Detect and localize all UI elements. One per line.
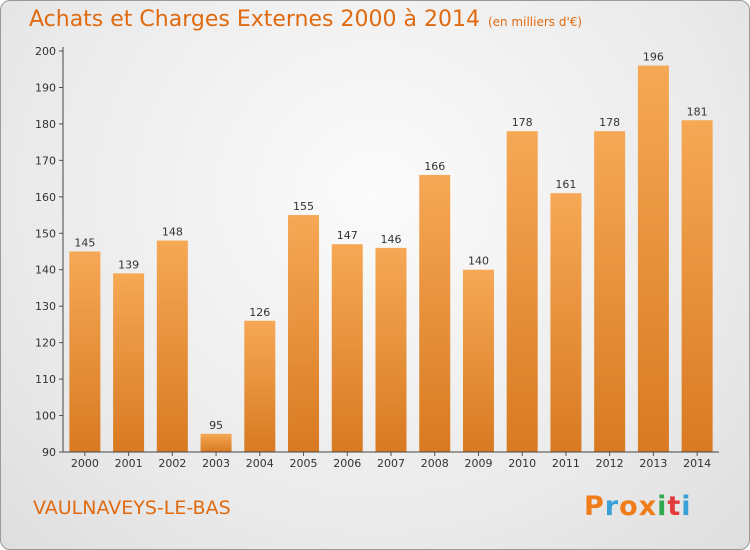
y-tick-label: 120: [35, 337, 56, 350]
logo-letter: r: [604, 491, 620, 522]
bar-value-label: 181: [687, 105, 708, 118]
bar: [594, 131, 626, 452]
x-tick-label: 2006: [333, 457, 361, 470]
logo-letter: P: [584, 491, 605, 522]
y-tick-label: 200: [35, 45, 56, 58]
y-tick-label: 180: [35, 118, 56, 131]
bar: [288, 215, 320, 452]
logo-letter: i: [657, 491, 668, 522]
y-tick-label: 160: [35, 191, 56, 204]
bar: [331, 244, 363, 452]
x-tick-label: 2005: [290, 457, 318, 470]
logo-letter: i: [681, 491, 692, 522]
bar-value-label: 145: [74, 237, 95, 250]
bar-value-label: 146: [381, 233, 402, 246]
x-tick-label: 2002: [158, 457, 186, 470]
bar-value-label: 178: [599, 116, 620, 129]
y-tick-label: 130: [35, 300, 56, 313]
logo-letter: o: [619, 491, 639, 522]
x-tick-label: 2012: [596, 457, 624, 470]
bar-value-label: 126: [249, 306, 270, 319]
y-tick-label: 140: [35, 264, 56, 277]
x-tick-label: 2009: [464, 457, 492, 470]
y-tick-label: 100: [35, 410, 56, 423]
bar-value-label: 148: [162, 226, 183, 239]
logo-letter: x: [638, 491, 658, 522]
chart-subtitle: (en milliers d'€): [487, 15, 583, 29]
x-tick-label: 2001: [115, 457, 143, 470]
bar-value-label: 178: [512, 116, 533, 129]
bar: [244, 320, 276, 452]
x-tick-label: 2000: [71, 457, 99, 470]
x-tick-label: 2011: [552, 457, 580, 470]
bar: [69, 251, 101, 452]
bar: [681, 120, 713, 452]
y-tick-label: 90: [42, 446, 56, 459]
x-tick-label: 2007: [377, 457, 405, 470]
bar-value-label: 155: [293, 200, 314, 213]
bar-value-label: 139: [118, 258, 139, 271]
bar-value-label: 95: [209, 419, 223, 432]
bar: [375, 247, 407, 452]
y-tick-label: 190: [35, 81, 56, 94]
x-tick-label: 2008: [421, 457, 449, 470]
location-label: VAULNAVEYS-LE-BAS: [33, 497, 231, 519]
bar-value-label: 166: [424, 160, 445, 173]
x-tick-label: 2004: [246, 457, 274, 470]
bar: [637, 65, 669, 452]
x-tick-label: 2013: [639, 457, 667, 470]
y-tick-label: 170: [35, 154, 56, 167]
y-tick-label: 150: [35, 227, 56, 240]
bar: [506, 131, 538, 452]
x-tick-label: 2010: [508, 457, 536, 470]
bar: [113, 273, 145, 452]
bar: [462, 269, 494, 452]
bar-value-label: 147: [337, 229, 358, 242]
x-tick-label: 2003: [202, 457, 230, 470]
chart-title-text: Achats et Charges Externes 2000 à 2014: [29, 7, 480, 32]
bar-value-label: 196: [643, 51, 664, 64]
x-tick-label: 2014: [683, 457, 711, 470]
bar: [419, 174, 451, 453]
brand-logo: Proxiti: [584, 491, 692, 522]
bar: [156, 240, 188, 452]
bar: [200, 433, 232, 452]
bar: [550, 193, 582, 452]
logo-letter: t: [667, 491, 682, 522]
bar-value-label: 140: [468, 255, 489, 268]
y-tick-label: 110: [35, 373, 56, 386]
chart-title: Achats et Charges Externes 2000 à 2014 (e…: [29, 7, 582, 32]
bar-value-label: 161: [555, 178, 576, 191]
